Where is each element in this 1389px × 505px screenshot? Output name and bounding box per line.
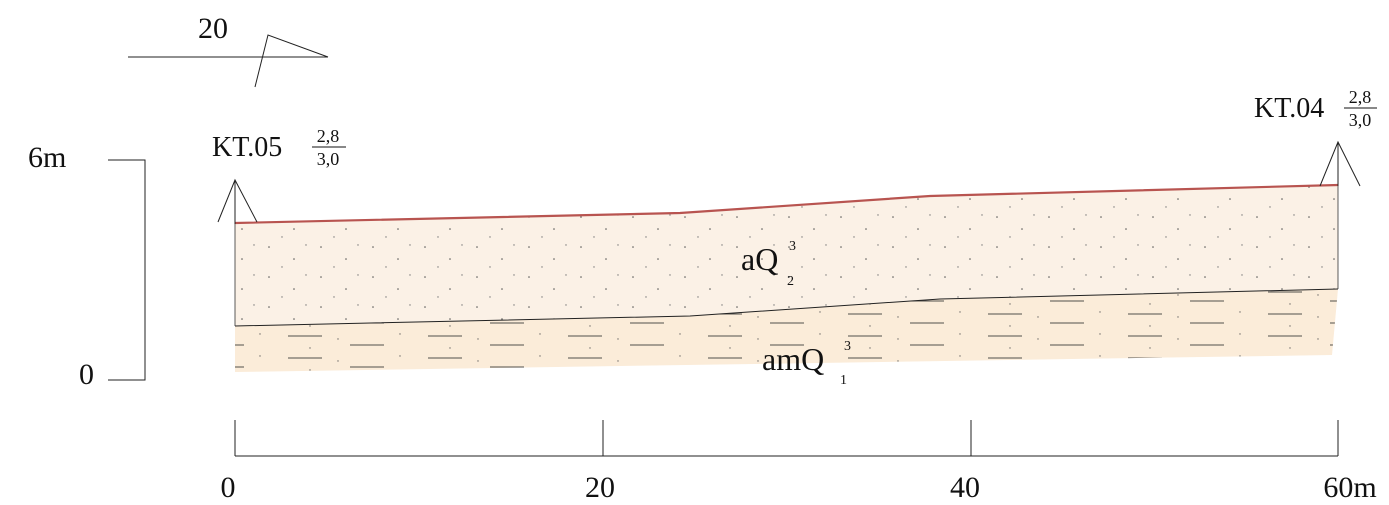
vertical-scale-top-label: 6m [28, 141, 66, 174]
horizontal-scale-tick-0: 0 [221, 471, 236, 504]
borehole-kt04: KT.04 2,8 3,0 [1254, 87, 1377, 187]
layer-upper-label: aQ 3 2 [741, 239, 796, 289]
layer-upper [234, 183, 1339, 327]
horizontal-scale: 0 20 40 60m [221, 420, 1377, 504]
layer-lower-label-sub: 1 [840, 373, 847, 388]
layer-lower [235, 289, 1338, 372]
vertical-scale: 6m 0 [28, 141, 146, 391]
horizontal-scale-tick-60: 60m [1323, 471, 1376, 504]
layer-upper-label-base: aQ [741, 241, 778, 277]
ground-surface-line [234, 183, 1339, 225]
layer-lower-label: amQ 3 1 [762, 339, 851, 388]
layer-lower-label-base: amQ [762, 341, 824, 377]
borehole-kt04-bottom-value: 3,0 [1349, 110, 1372, 130]
orientation-label: 20 [198, 12, 228, 45]
borehole-kt05-top-value: 2,8 [317, 126, 340, 146]
vertical-scale-bottom-label: 0 [79, 358, 94, 391]
layer-upper-label-sup: 3 [789, 239, 796, 254]
horizontal-scale-tick-40: 40 [950, 471, 980, 504]
borehole-kt05-name: KT.05 [212, 132, 282, 163]
borehole-kt04-top-value: 2,8 [1349, 87, 1372, 107]
layer-upper-label-sub: 2 [787, 274, 794, 289]
borehole-kt04-name: KT.04 [1254, 93, 1324, 124]
layer-lower-label-sup: 3 [844, 339, 851, 354]
horizontal-scale-tick-20: 20 [585, 471, 615, 504]
orientation-marker: 20 [128, 12, 329, 88]
borehole-kt05: KT.05 2,8 3,0 [212, 126, 346, 224]
borehole-kt05-bottom-value: 3,0 [317, 149, 340, 169]
